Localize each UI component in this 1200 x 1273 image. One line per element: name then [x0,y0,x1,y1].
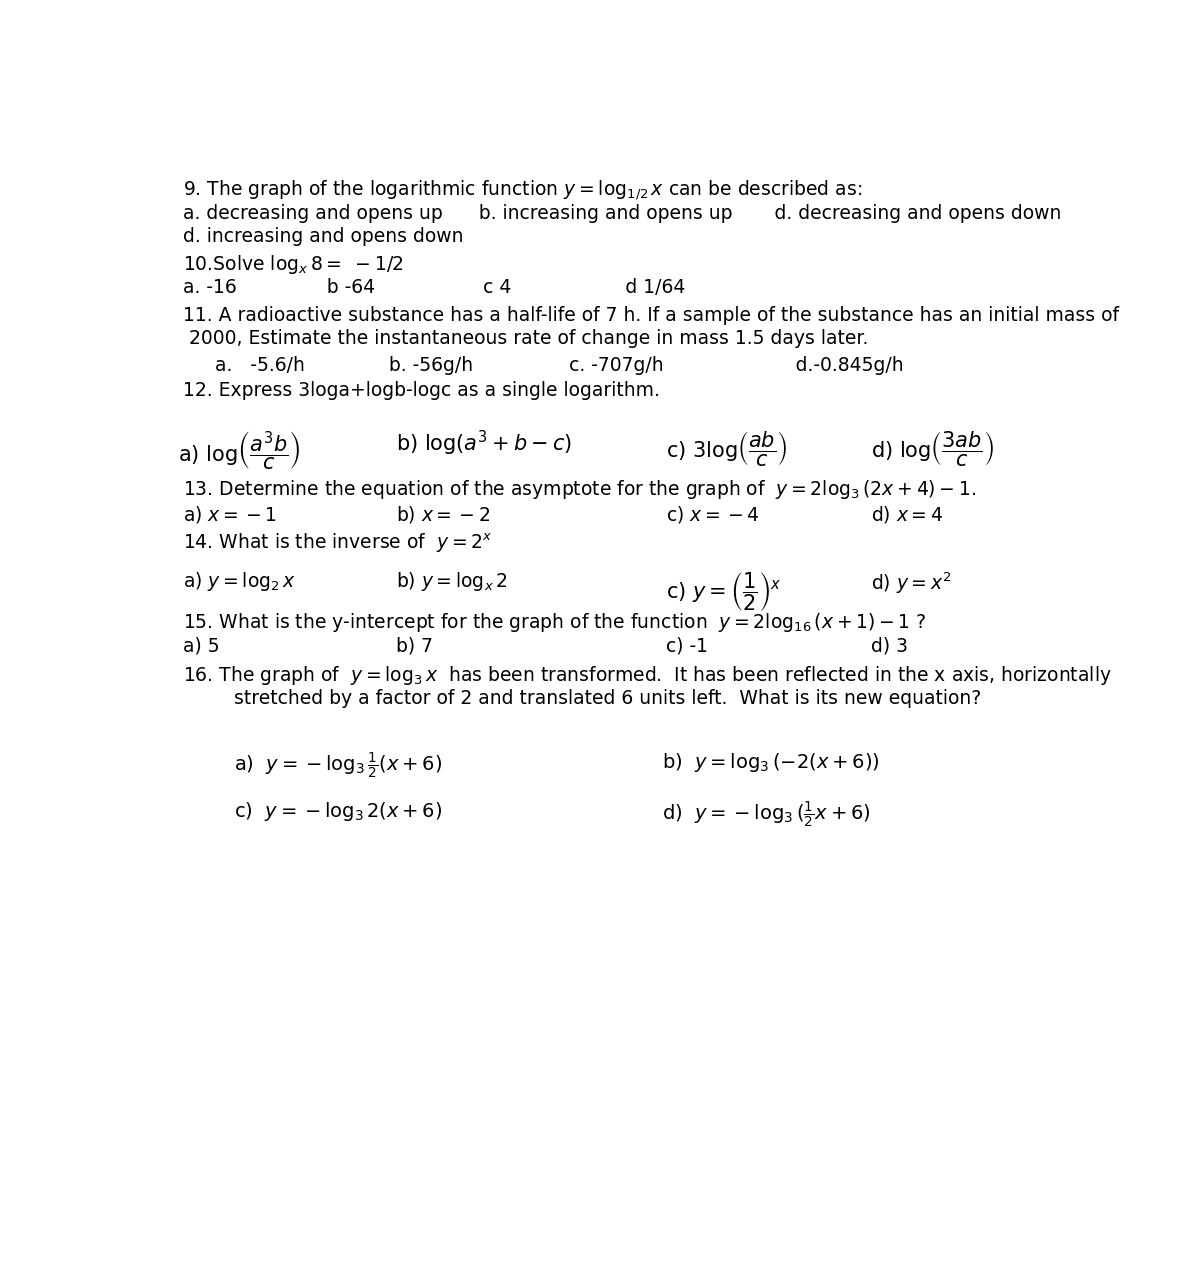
Text: c) -1: c) -1 [666,636,708,656]
Text: d)  $y=-\log_3(\frac{1}{2}x+6)$: d) $y=-\log_3(\frac{1}{2}x+6)$ [661,799,870,830]
Text: 13. Determine the equation of the asymptote for the graph of  $y = 2\log_3(2x+4): 13. Determine the equation of the asympt… [182,479,976,502]
Text: a) $y=\log_2 x$: a) $y=\log_2 x$ [182,570,295,593]
Text: d) $y=x^2$: d) $y=x^2$ [871,570,952,596]
Text: 12. Express 3loga+logb-logc as a single logarithm.: 12. Express 3loga+logb-logc as a single … [182,381,660,400]
Text: a) $\log\!\left(\dfrac{a^3b}{c}\right)$: a) $\log\!\left(\dfrac{a^3b}{c}\right)$ [178,429,301,472]
Text: b) $\log\!\left(a^3 + b - c\right)$: b) $\log\!\left(a^3 + b - c\right)$ [396,429,572,458]
Text: c) $3\log\!\left(\dfrac{ab}{c}\right)$: c) $3\log\!\left(\dfrac{ab}{c}\right)$ [666,429,787,468]
Text: d) 3: d) 3 [871,636,907,656]
Text: a) 5: a) 5 [182,636,220,656]
Text: 14. What is the inverse of  $y=2^x$: 14. What is the inverse of $y=2^x$ [182,531,492,555]
Text: 15. What is the y-intercept for the graph of the function  $y = 2\log_{16}(x+1)-: 15. What is the y-intercept for the grap… [182,611,926,634]
Text: a)  $y=-\log_3\frac{1}{2}(x+6)$: a) $y=-\log_3\frac{1}{2}(x+6)$ [234,751,442,780]
Text: stretched by a factor of 2 and translated 6 units left.  What is its new equatio: stretched by a factor of 2 and translate… [234,689,980,708]
Text: c) $x=-4$: c) $x=-4$ [666,504,760,524]
Text: b) $y=\log_x 2$: b) $y=\log_x 2$ [396,570,508,593]
Text: 16. The graph of  $y=\log_3 x$  has been transformed.  It has been reflected in : 16. The graph of $y=\log_3 x$ has been t… [182,665,1111,687]
Text: c)  $y=-\log_3 2(x+6)$: c) $y=-\log_3 2(x+6)$ [234,799,442,822]
Text: 11. A radioactive substance has a half-life of 7 h. If a sample of the substance: 11. A radioactive substance has a half-l… [182,306,1118,325]
Text: b)  $y=\log_3(-2(x+6))$: b) $y=\log_3(-2(x+6))$ [661,751,880,774]
Text: a. -16               b -64                  c 4                   d 1/64: a. -16 b -64 c 4 d 1/64 [182,279,685,297]
Text: d) $\log\!\left(\dfrac{3ab}{c}\right)$: d) $\log\!\left(\dfrac{3ab}{c}\right)$ [871,429,994,468]
Text: d) $x=4$: d) $x=4$ [871,504,943,524]
Text: b) $x=-2$: b) $x=-2$ [396,504,491,524]
Text: b) 7: b) 7 [396,636,433,656]
Text: a. decreasing and opens up      b. increasing and opens up       d. decreasing a: a. decreasing and opens up b. increasing… [182,204,1061,223]
Text: c) $y=\left(\dfrac{1}{2}\right)^x$: c) $y=\left(\dfrac{1}{2}\right)^x$ [666,570,782,614]
Text: a.   -5.6/h              b. -56g/h                c. -707g/h                    : a. -5.6/h b. -56g/h c. -707g/h [215,355,904,374]
Text: 10.Solve $\log_x 8 = \ -1/2$: 10.Solve $\log_x 8 = \ -1/2$ [182,253,403,276]
Text: 9. The graph of the logarithmic function $y = \log_{1/2} x$ can be described as:: 9. The graph of the logarithmic function… [182,178,862,202]
Text: a) $x=-1$: a) $x=-1$ [182,504,276,524]
Text: d. increasing and opens down: d. increasing and opens down [182,228,463,246]
Text: 2000, Estimate the instantaneous rate of change in mass 1.5 days later.: 2000, Estimate the instantaneous rate of… [182,330,868,349]
